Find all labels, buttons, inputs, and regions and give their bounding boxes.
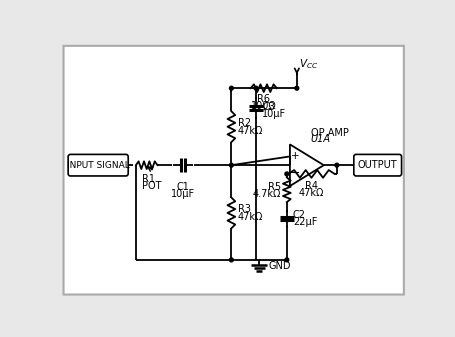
Circle shape	[334, 163, 338, 167]
FancyBboxPatch shape	[63, 46, 403, 295]
Circle shape	[229, 86, 233, 90]
Text: 22μF: 22μF	[293, 217, 317, 227]
Circle shape	[229, 163, 233, 167]
Text: 10μF: 10μF	[262, 110, 286, 119]
Text: OP AMP: OP AMP	[310, 128, 348, 138]
Text: R2: R2	[237, 118, 250, 128]
Text: U1A: U1A	[310, 134, 330, 144]
Circle shape	[253, 86, 258, 90]
Text: +: +	[290, 151, 299, 161]
Circle shape	[229, 258, 233, 262]
Text: C1: C1	[176, 182, 189, 192]
Text: 100Ω: 100Ω	[250, 101, 276, 111]
Text: 47kΩ: 47kΩ	[237, 125, 263, 135]
Circle shape	[284, 258, 288, 262]
Text: 47kΩ: 47kΩ	[237, 212, 263, 222]
Text: R4: R4	[304, 181, 317, 191]
Text: 10μF: 10μF	[171, 189, 195, 199]
FancyBboxPatch shape	[353, 154, 401, 176]
Text: $V_{CC}$: $V_{CC}$	[298, 57, 318, 71]
Text: GND: GND	[268, 262, 290, 271]
Circle shape	[284, 172, 288, 176]
Text: −: −	[289, 167, 300, 180]
Text: R1: R1	[142, 175, 155, 184]
FancyBboxPatch shape	[68, 154, 128, 176]
Text: C2: C2	[293, 211, 305, 220]
Text: R5: R5	[267, 182, 280, 192]
Text: C3: C3	[262, 102, 274, 112]
Text: OUTPUT: OUTPUT	[357, 160, 397, 170]
Text: R6: R6	[257, 94, 270, 104]
Text: POT: POT	[142, 181, 161, 191]
Circle shape	[294, 86, 298, 90]
Text: INPUT SIGNAL: INPUT SIGNAL	[67, 161, 129, 170]
Text: R3: R3	[237, 204, 250, 214]
Text: 47kΩ: 47kΩ	[298, 188, 324, 198]
Text: 4.7kΩ: 4.7kΩ	[252, 189, 280, 200]
